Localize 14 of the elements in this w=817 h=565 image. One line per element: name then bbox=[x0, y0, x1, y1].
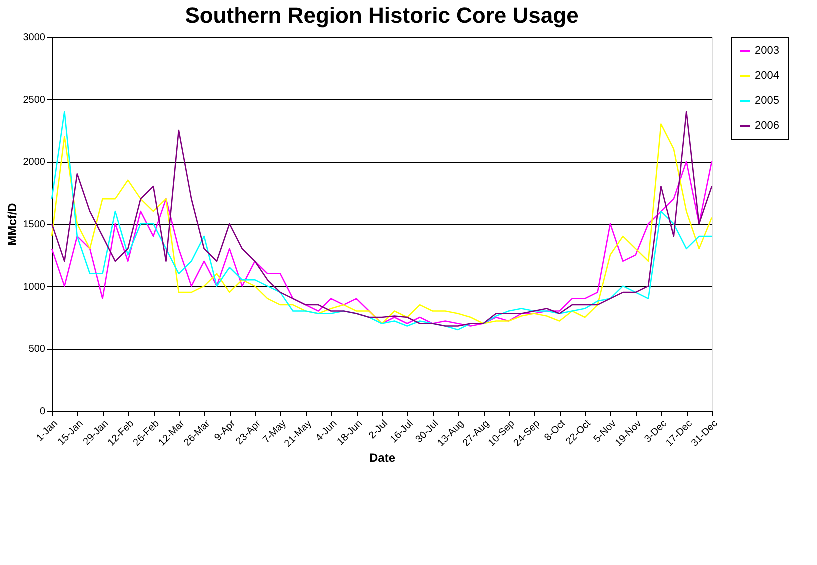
y-tick-label: 3000 bbox=[23, 32, 46, 44]
legend-label: 2006 bbox=[755, 120, 780, 132]
legend-label: 2004 bbox=[755, 70, 780, 82]
x-axis-title: Date bbox=[369, 451, 396, 466]
y-axis-title: MMcf/D bbox=[5, 202, 20, 246]
y-tick-label: 500 bbox=[28, 344, 46, 356]
legend-label: 2005 bbox=[755, 95, 780, 107]
chart-title: Southern Region Historic Core Usage bbox=[185, 3, 579, 28]
y-tick-label: 2000 bbox=[23, 157, 46, 168]
legend-label: 2003 bbox=[755, 45, 780, 57]
y-tick-label: 1000 bbox=[23, 282, 46, 293]
y-tick-label: 0 bbox=[40, 406, 46, 418]
y-tick-label: 1500 bbox=[23, 220, 46, 230]
y-tick-label: 2500 bbox=[23, 94, 46, 106]
